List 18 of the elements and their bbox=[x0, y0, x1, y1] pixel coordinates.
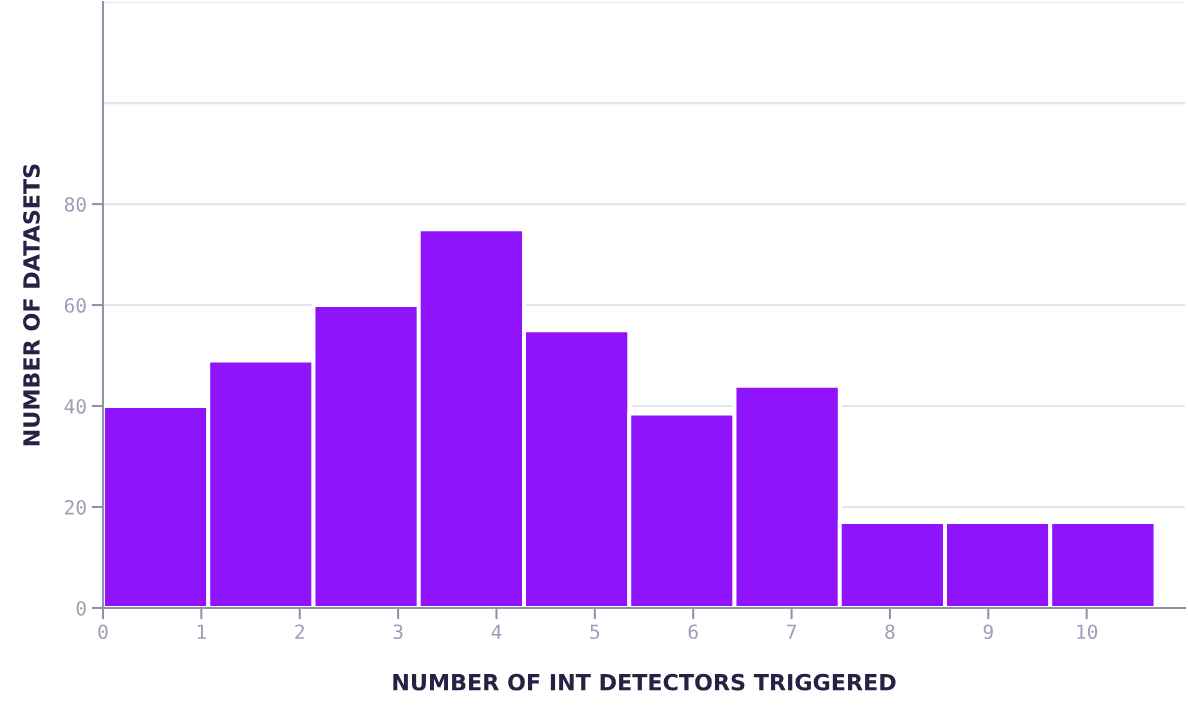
x-tick-label: 9 bbox=[983, 624, 993, 640]
x-tick-label: 0 bbox=[98, 624, 108, 640]
x-tick-label: 5 bbox=[590, 624, 600, 640]
x-tick-label: 7 bbox=[787, 624, 796, 639]
x-tick-label: 3 bbox=[393, 624, 403, 640]
x-tick-label: 2 bbox=[295, 624, 304, 639]
y-tick-label: 80 bbox=[64, 197, 86, 212]
x-tick-label: 6 bbox=[688, 624, 698, 640]
y-tick-label: 60 bbox=[64, 298, 86, 313]
y-tick-label: 20 bbox=[65, 500, 86, 515]
x-tick-label: 4 bbox=[491, 624, 502, 639]
y-tick-label: 40 bbox=[64, 399, 86, 414]
x-tick-label: 10 bbox=[1077, 624, 1098, 640]
y-tick-label: 0 bbox=[76, 600, 86, 616]
x-axis-title: NUMBER OF INT DETECTORS TRIGGERED bbox=[393, 673, 896, 691]
x-tick-label: 1 bbox=[197, 624, 206, 639]
x-tick-label: 8 bbox=[885, 624, 895, 640]
y-axis-title: NUMBER OF DATASETS bbox=[23, 164, 40, 446]
